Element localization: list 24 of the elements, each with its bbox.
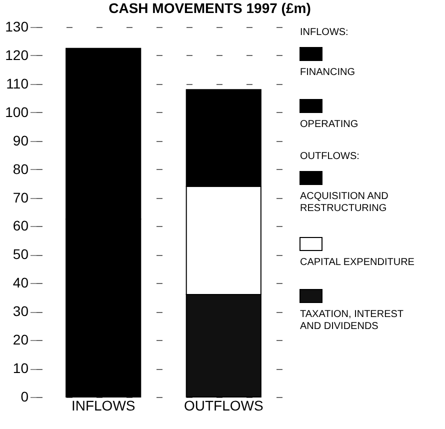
chart-title: CASH MOVEMENTS 1997 (£m): [108, 0, 311, 16]
y-tick-label: 10: [12, 360, 29, 376]
y-tick-label: 100: [5, 104, 29, 120]
y-tick-label: 90: [12, 132, 29, 148]
x-tick-label: OUTFLOWS: [184, 398, 264, 414]
x-tick-label: INFLOWS: [71, 398, 136, 414]
y-tick-label: 60: [12, 218, 29, 234]
y-tick-label: 30: [12, 303, 29, 320]
legend-label: TAXATION, INTEREST AND DIVIDENDS: [300, 309, 404, 332]
legend-label: ACQUISITION AND RESTRUCTURING: [300, 191, 388, 214]
y-tick-label: 80: [12, 160, 29, 177]
legend-title: INFLOWS:: [300, 27, 348, 38]
legend-label: OPERATING: [300, 119, 358, 130]
y-tick-label: 70: [12, 189, 29, 206]
y-tick-label: 110: [6, 75, 29, 92]
text: OUTFLOWS:: [300, 151, 360, 162]
y-tick-label: 130: [5, 18, 29, 34]
legend-label: FINANCING: [300, 67, 356, 78]
legend-label: CAPITAL EXPENDITURE: [300, 257, 415, 268]
y-tick-label: 40: [12, 274, 29, 291]
y-tick-label: 0: [20, 388, 29, 404]
y-tick-label: 20: [12, 332, 29, 348]
y-tick-label: 120: [5, 46, 29, 63]
y-tick-label: 50: [12, 246, 29, 262]
